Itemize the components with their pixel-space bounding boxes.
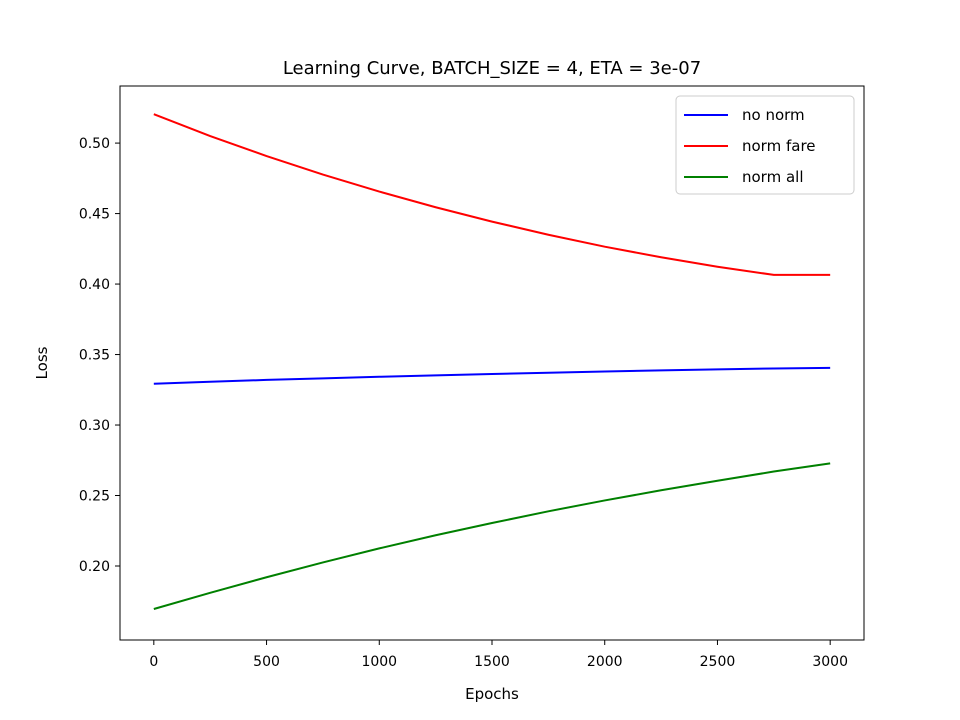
- x-tick-label: 2500: [700, 654, 736, 670]
- y-tick-label: 0.45: [79, 207, 110, 223]
- legend: no norm norm fare norm all: [675, 95, 855, 195]
- chart-title: Learning Curve, BATCH_SIZE = 4, ETA = 3e…: [283, 58, 701, 79]
- y-axis-label: Loss: [33, 346, 51, 379]
- x-axis: 0 500 1000 1500 2000 2500 3000: [149, 640, 848, 670]
- x-tick-label: 1500: [474, 654, 510, 670]
- x-tick-label: 3000: [812, 654, 848, 670]
- series-line-norm-all: [153, 462, 831, 610]
- x-tick-label: 500: [253, 654, 280, 670]
- plot-frame: [119, 85, 865, 641]
- x-tick-label: 1000: [361, 654, 397, 670]
- y-tick-label: 0.35: [79, 348, 110, 364]
- y-tick-label: 0.30: [79, 418, 110, 434]
- legend-box: [675, 95, 855, 195]
- plot-area: [153, 113, 831, 610]
- x-axis-label: Epochs: [465, 685, 519, 703]
- legend-label-norm-all: norm all: [742, 168, 804, 186]
- x-tick-label: 0: [149, 654, 158, 670]
- y-tick-label: 0.20: [79, 559, 110, 575]
- y-tick-label: 0.50: [79, 136, 110, 152]
- y-tick-label: 0.40: [79, 277, 110, 293]
- x-tick-label: 2000: [587, 654, 623, 670]
- legend-label-no-norm: no norm: [742, 106, 805, 124]
- y-axis: 0.20 0.25 0.30 0.35 0.40 0.45 0.50: [79, 136, 120, 575]
- series-line-norm-fare: [153, 113, 831, 276]
- legend-label-norm-fare: norm fare: [742, 137, 816, 155]
- y-tick-label: 0.25: [79, 489, 110, 505]
- series-line-no-norm: [153, 366, 831, 385]
